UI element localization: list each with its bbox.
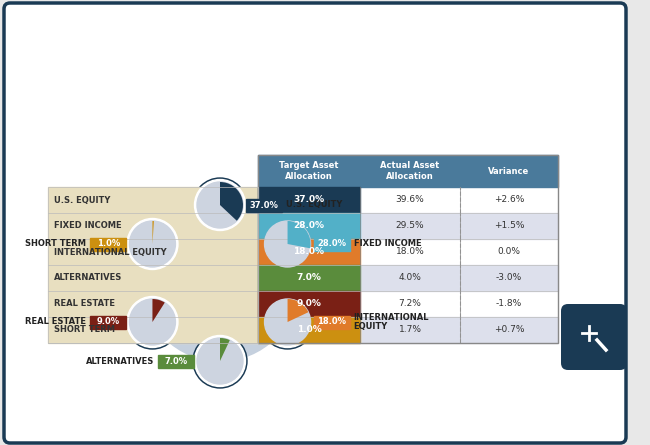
Text: 37.0%: 37.0% xyxy=(293,195,324,205)
Wedge shape xyxy=(220,338,230,361)
Bar xyxy=(246,198,282,211)
Circle shape xyxy=(262,218,313,270)
Circle shape xyxy=(129,299,176,345)
Bar xyxy=(90,316,127,328)
Bar xyxy=(207,285,215,305)
Wedge shape xyxy=(153,221,154,244)
Text: 18.0%: 18.0% xyxy=(294,247,324,256)
Bar xyxy=(237,265,245,305)
Circle shape xyxy=(261,217,315,271)
Bar xyxy=(258,239,360,265)
Circle shape xyxy=(194,179,246,231)
Bar xyxy=(217,279,225,305)
Wedge shape xyxy=(287,299,308,322)
Circle shape xyxy=(261,295,315,349)
Text: 37.0%: 37.0% xyxy=(250,201,278,210)
Bar xyxy=(313,238,350,251)
Text: 9.0%: 9.0% xyxy=(97,317,120,327)
Circle shape xyxy=(194,336,246,387)
Text: +0.7%: +0.7% xyxy=(494,325,525,335)
Text: ALTERNATIVES: ALTERNATIVES xyxy=(86,356,154,365)
Bar xyxy=(258,213,360,239)
Circle shape xyxy=(265,299,311,345)
Bar xyxy=(313,316,350,328)
Circle shape xyxy=(265,221,311,267)
Text: Target Asset
Allocation: Target Asset Allocation xyxy=(280,161,339,181)
Bar xyxy=(258,291,360,317)
Text: INTERNATIONAL: INTERNATIONAL xyxy=(354,312,429,321)
Text: REAL ESTATE: REAL ESTATE xyxy=(54,299,115,308)
Circle shape xyxy=(197,182,243,228)
Text: ALTERNATIVES: ALTERNATIVES xyxy=(54,274,122,283)
Circle shape xyxy=(125,217,179,271)
Circle shape xyxy=(129,221,176,267)
Bar xyxy=(48,187,258,343)
Text: FIXED INCOME: FIXED INCOME xyxy=(54,222,122,231)
Text: SHORT TERM: SHORT TERM xyxy=(54,325,115,335)
Text: 9.0%: 9.0% xyxy=(296,299,322,308)
Text: REAL ESTATE: REAL ESTATE xyxy=(25,317,86,327)
Wedge shape xyxy=(153,299,164,322)
Circle shape xyxy=(193,178,247,232)
Text: SHORT TERM: SHORT TERM xyxy=(25,239,86,248)
Bar xyxy=(48,187,258,343)
Bar xyxy=(258,317,558,343)
FancyBboxPatch shape xyxy=(561,304,627,370)
Text: 18.0%: 18.0% xyxy=(396,247,424,256)
Text: -1.8%: -1.8% xyxy=(496,299,522,308)
Text: U.S. EQUITY: U.S. EQUITY xyxy=(54,195,110,205)
Bar xyxy=(258,213,558,239)
Text: FIXED INCOME: FIXED INCOME xyxy=(354,239,421,248)
Bar xyxy=(258,187,360,213)
Text: +2.6%: +2.6% xyxy=(494,195,524,205)
Circle shape xyxy=(142,205,298,361)
Circle shape xyxy=(127,218,178,270)
Circle shape xyxy=(197,338,243,384)
Circle shape xyxy=(262,296,313,348)
Bar xyxy=(258,265,558,291)
Bar xyxy=(258,265,360,291)
Text: 29.5%: 29.5% xyxy=(396,222,424,231)
Text: 1.0%: 1.0% xyxy=(296,325,321,335)
Text: +1.5%: +1.5% xyxy=(494,222,525,231)
Text: 4.0%: 4.0% xyxy=(398,274,421,283)
Circle shape xyxy=(125,295,179,349)
Text: Actual Asset
Allocation: Actual Asset Allocation xyxy=(380,161,439,181)
Bar xyxy=(90,238,127,251)
Text: 7.2%: 7.2% xyxy=(398,299,421,308)
Bar xyxy=(258,155,558,187)
Bar xyxy=(258,317,360,343)
Text: U.S. EQUITY: U.S. EQUITY xyxy=(286,201,343,210)
Circle shape xyxy=(164,227,276,339)
Text: 39.6%: 39.6% xyxy=(396,195,424,205)
Text: 0.0%: 0.0% xyxy=(497,247,521,256)
Bar xyxy=(258,155,558,343)
Text: 28.0%: 28.0% xyxy=(317,239,346,248)
FancyBboxPatch shape xyxy=(4,3,626,443)
Text: -3.0%: -3.0% xyxy=(496,274,522,283)
Wedge shape xyxy=(287,221,311,248)
Text: 7.0%: 7.0% xyxy=(164,356,188,365)
Text: 28.0%: 28.0% xyxy=(294,222,324,231)
Text: EQUITY: EQUITY xyxy=(354,323,388,332)
Bar xyxy=(197,291,205,305)
Text: Variance: Variance xyxy=(488,166,530,175)
Text: 1.7%: 1.7% xyxy=(398,325,421,335)
Bar xyxy=(227,272,235,305)
Circle shape xyxy=(127,296,178,348)
Text: 1.0%: 1.0% xyxy=(97,239,120,248)
Text: 18.0%: 18.0% xyxy=(317,317,346,327)
Text: INTERNATIONAL EQUITY: INTERNATIONAL EQUITY xyxy=(54,247,166,256)
Text: 7.0%: 7.0% xyxy=(296,274,322,283)
Bar xyxy=(158,355,194,368)
Wedge shape xyxy=(220,182,243,221)
Circle shape xyxy=(193,334,247,388)
